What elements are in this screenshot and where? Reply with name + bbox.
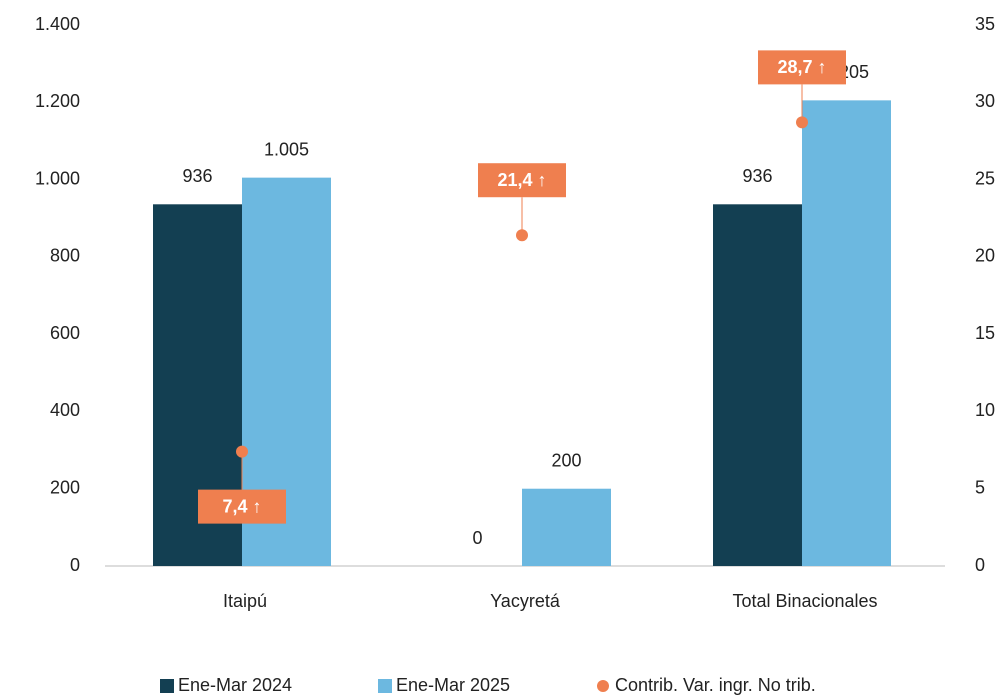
legend-label: Ene-Mar 2025 [396, 675, 510, 695]
bar [713, 204, 802, 566]
legend-swatch [160, 679, 174, 693]
label-box [198, 489, 286, 524]
point [516, 229, 528, 242]
bar [802, 100, 891, 566]
data-label: 7,4 ↑ [222, 496, 261, 516]
data-label: 200 [551, 450, 581, 470]
y-tick-label: 1.400 [35, 14, 80, 34]
x-tick-label: Total Binacionales [732, 591, 877, 611]
y2-tick-label: 20 [975, 246, 995, 266]
legend-swatch [597, 680, 609, 692]
data-label: 0 [472, 528, 482, 548]
data-label: 1.005 [264, 139, 309, 159]
label-box [758, 50, 846, 85]
y2-tick-label: 0 [975, 555, 985, 575]
data-label: 936 [742, 166, 772, 186]
legend-label: Contrib. Var. ingr. No trib. [615, 675, 816, 695]
y-tick-label: 600 [50, 323, 80, 343]
y-tick-label: 200 [50, 477, 80, 497]
y-tick-label: 0 [70, 555, 80, 575]
y-tick-label: 800 [50, 246, 80, 266]
y2-tick-label: 10 [975, 400, 995, 420]
legend-label: Ene-Mar 2024 [178, 675, 292, 695]
legend-swatch [378, 679, 392, 693]
x-tick-label: Yacyretá [490, 591, 561, 611]
point [236, 445, 248, 458]
y2-tick-label: 15 [975, 323, 995, 343]
y-tick-label: 400 [50, 400, 80, 420]
x-tick-label: Itaipú [223, 591, 267, 611]
point [796, 116, 808, 129]
data-label: 936 [182, 166, 212, 186]
y2-tick-label: 25 [975, 168, 995, 188]
bar [522, 488, 611, 566]
label-box [478, 163, 566, 198]
data-label: 28,7 ↑ [777, 57, 826, 77]
y2-tick-label: 5 [975, 477, 985, 497]
y-tick-label: 1.000 [35, 168, 80, 188]
data-label: 21,4 ↑ [497, 170, 546, 190]
y2-tick-label: 30 [975, 91, 995, 111]
y2-tick-label: 35 [975, 14, 995, 34]
y-tick-label: 1.200 [35, 91, 80, 111]
